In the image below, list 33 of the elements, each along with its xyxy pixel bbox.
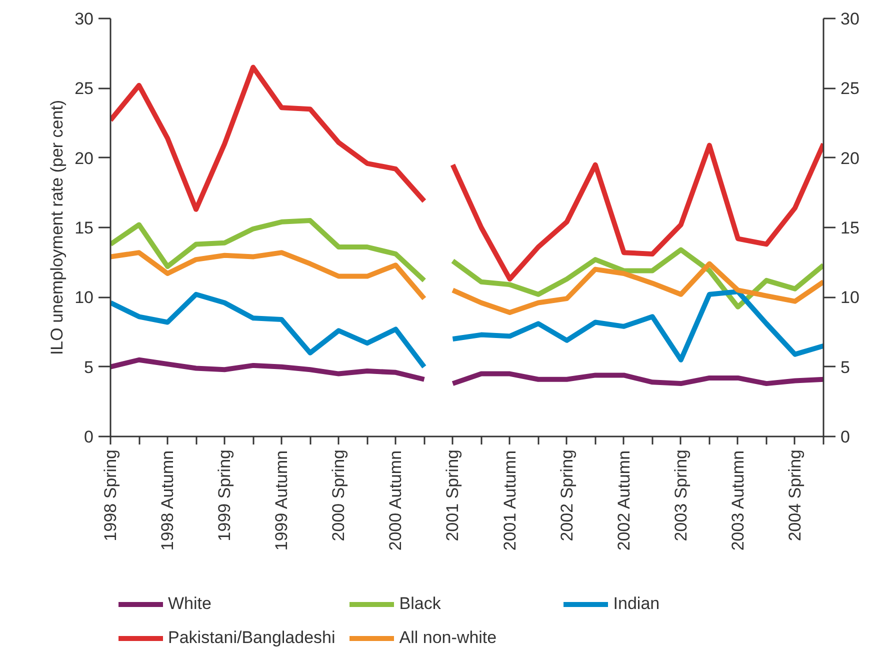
y2-tick-label: 15 (840, 218, 860, 238)
x-tick-label: 2002 Autumn (614, 450, 634, 551)
x-tick-label: 1999 Spring (215, 449, 234, 542)
y-tick-label: 10 (74, 288, 94, 308)
x-tick-label: 1998 Spring (101, 449, 120, 542)
legend-label: Indian (613, 594, 661, 614)
y2-tick-label: 10 (840, 288, 860, 308)
y-tick-label: 25 (74, 79, 94, 98)
legend-label: Pakistani/Bangladeshi (168, 628, 336, 648)
x-tick-label: 1999 Autumn (272, 450, 292, 551)
x-tick-label: 2000 Autumn (386, 450, 406, 551)
x-tick-label: 2000 Spring (329, 449, 348, 542)
y-tick-label: 5 (84, 358, 94, 377)
x-tick-label: 2001 Spring (443, 449, 462, 542)
x-tick-label: 2001 Autumn (500, 450, 520, 551)
y-tick-label: 0 (84, 428, 94, 446)
legend-label: All non-white (399, 628, 498, 648)
y-tick-label: 15 (74, 218, 94, 238)
y2-tick-label: 0 (840, 428, 850, 446)
x-tick-label: 2002 Spring (557, 449, 576, 542)
legend-label: Black (399, 594, 442, 614)
x-tick-label: 2003 Autumn (728, 450, 748, 551)
y2-tick-label: 30 (840, 10, 860, 28)
y-axis-title: ILO unemployment rate (per cent) (48, 100, 67, 356)
x-tick-label: 1998 Autumn (158, 450, 178, 551)
x-tick-label: 2004 Spring (785, 449, 804, 542)
y2-tick-label: 25 (840, 79, 860, 98)
y-tick-label: 30 (74, 10, 94, 28)
y-tick-label: 20 (74, 148, 94, 168)
y2-tick-label: 20 (840, 148, 860, 168)
x-tick-label: 2003 Spring (671, 449, 690, 542)
y2-tick-label: 5 (840, 358, 850, 377)
legend-label: White (168, 594, 212, 614)
